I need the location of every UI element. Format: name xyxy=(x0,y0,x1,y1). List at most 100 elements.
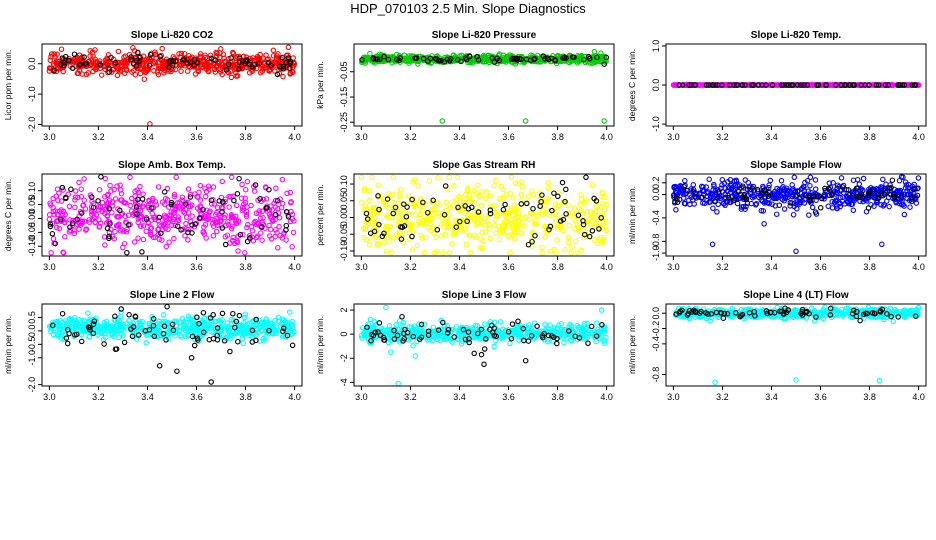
y-tick-label: 1.0 xyxy=(651,40,661,53)
data-point xyxy=(234,73,241,79)
data-point xyxy=(560,227,566,234)
data-point xyxy=(270,47,277,54)
data-point xyxy=(131,239,138,245)
data-point xyxy=(238,322,245,329)
data-point xyxy=(228,74,235,81)
data-point xyxy=(240,328,246,335)
data-point xyxy=(790,211,797,218)
x-tick-label: 3.6 xyxy=(814,132,827,142)
data-point xyxy=(598,50,604,56)
data-point xyxy=(155,327,162,333)
data-point xyxy=(834,189,840,196)
data-point xyxy=(446,174,453,181)
data-point xyxy=(391,336,398,342)
y-tick-label: 0.0 xyxy=(27,325,37,338)
y-tick-label: -1.0 xyxy=(651,245,661,261)
data-point xyxy=(497,226,503,233)
data-point xyxy=(408,224,414,231)
data-point xyxy=(243,213,250,220)
data-point xyxy=(397,55,403,61)
data-point xyxy=(256,317,263,324)
data-point xyxy=(210,233,217,239)
data-point xyxy=(253,316,259,323)
data-point xyxy=(205,322,212,329)
data-point xyxy=(165,204,172,210)
chart-title: Slope Amb. Box Temp. xyxy=(118,160,226,171)
data-point xyxy=(742,177,749,183)
data-point xyxy=(162,214,168,221)
y-tick-label: 0.10 xyxy=(27,182,37,200)
data-point xyxy=(479,229,485,236)
data-point xyxy=(140,191,146,197)
data-point xyxy=(833,82,839,88)
data-point xyxy=(139,196,146,202)
data-point xyxy=(194,193,200,200)
data-point xyxy=(594,320,600,326)
data-point xyxy=(48,249,54,256)
x-tick-label: 3.4 xyxy=(141,132,154,142)
data-point xyxy=(123,229,130,235)
data-point xyxy=(898,194,904,200)
data-point xyxy=(603,201,610,208)
data-point xyxy=(202,193,209,200)
data-point xyxy=(393,51,400,58)
data-point xyxy=(194,314,200,321)
data-point xyxy=(285,55,292,61)
data-point xyxy=(519,184,526,190)
data-point xyxy=(673,82,679,88)
data-point xyxy=(122,213,128,220)
y-axis-label: degrees C per min. xyxy=(3,179,13,251)
data-point xyxy=(507,340,513,347)
data-point xyxy=(591,195,597,202)
data-point xyxy=(493,230,499,236)
data-point xyxy=(200,309,207,316)
data-point xyxy=(376,221,382,228)
data-point xyxy=(459,228,466,234)
data-point xyxy=(385,204,392,211)
data-point xyxy=(804,82,810,88)
data-point xyxy=(367,316,374,323)
data-point xyxy=(75,194,81,201)
data-point xyxy=(571,54,577,60)
data-point xyxy=(260,215,266,221)
data-point xyxy=(197,215,203,221)
data-point xyxy=(78,210,85,216)
data-point xyxy=(288,322,295,328)
data-point xyxy=(471,187,477,194)
data-point xyxy=(275,314,282,321)
data-point xyxy=(62,53,69,60)
data-point xyxy=(205,213,211,219)
data-point xyxy=(419,202,426,208)
data-point xyxy=(822,185,828,192)
data-point xyxy=(171,235,177,242)
data-point xyxy=(226,193,232,200)
data-point xyxy=(281,231,287,238)
data-point xyxy=(534,323,540,329)
data-point xyxy=(725,179,731,185)
data-point xyxy=(55,320,61,326)
data-point xyxy=(457,218,463,225)
data-point xyxy=(425,58,431,64)
data-point xyxy=(160,222,167,228)
data-point xyxy=(466,53,473,60)
data-point xyxy=(491,319,498,325)
y-tick-label: 0.05 xyxy=(27,196,37,214)
data-point xyxy=(456,207,462,214)
data-point xyxy=(97,203,104,210)
data-point xyxy=(369,324,376,330)
data-point xyxy=(55,197,61,204)
data-point xyxy=(151,333,158,340)
data-point xyxy=(112,313,118,320)
data-point xyxy=(219,209,225,215)
data-point xyxy=(64,340,71,347)
data-point xyxy=(569,211,576,217)
data-point xyxy=(460,326,467,333)
data-point xyxy=(865,205,872,211)
data-point xyxy=(363,236,370,243)
data-point xyxy=(843,187,850,193)
data-point xyxy=(881,201,887,208)
data-point xyxy=(116,221,122,227)
x-tick-label: 4.0 xyxy=(912,262,925,272)
